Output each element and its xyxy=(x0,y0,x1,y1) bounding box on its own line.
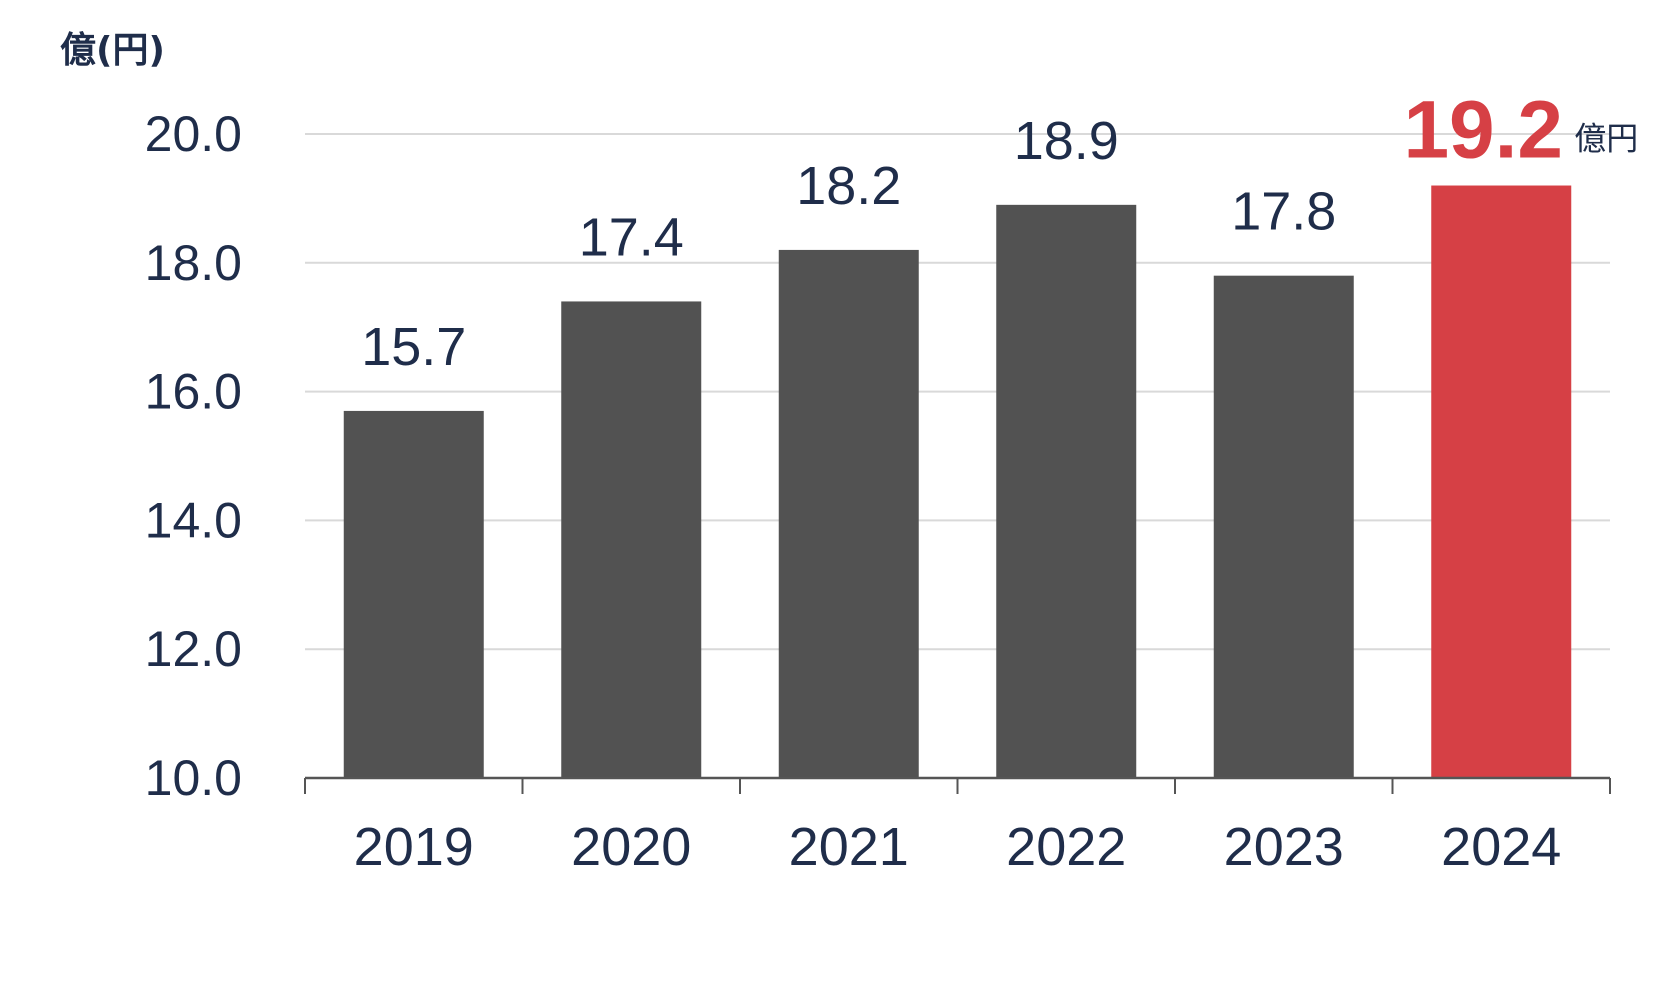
gridlines xyxy=(305,133,1610,651)
data-labels: 15.7 17.4 18.2 18.9 17.8 19.2 億円 xyxy=(361,85,1638,377)
bar-2021 xyxy=(778,249,919,779)
y-tick-label: 18.0 xyxy=(145,235,242,291)
x-category-label: 2021 xyxy=(789,817,909,877)
x-category-label: 2024 xyxy=(1441,817,1561,877)
y-axis-ticks: 10.0 12.0 14.0 16.0 18.0 20.0 xyxy=(145,106,242,806)
y-axis-unit-label: 億(円) xyxy=(60,30,165,71)
data-label-2024: 19.2 xyxy=(1403,85,1563,176)
x-category-label: 2022 xyxy=(1006,817,1126,877)
bar-2019 xyxy=(343,410,484,778)
data-label-unit: 億円 xyxy=(1574,120,1638,158)
x-category-label: 2020 xyxy=(571,817,691,877)
y-tick-label: 16.0 xyxy=(145,364,242,420)
x-category-label: 2023 xyxy=(1224,817,1344,877)
y-tick-label: 10.0 xyxy=(145,750,242,806)
x-axis xyxy=(304,776,1611,794)
y-tick-label: 20.0 xyxy=(145,106,242,162)
y-tick-label: 14.0 xyxy=(145,492,242,548)
bar-2020 xyxy=(561,301,702,778)
x-axis-categories: 2019 2020 2021 2022 2023 2024 xyxy=(354,817,1562,877)
bars xyxy=(343,185,1572,779)
bar-2023 xyxy=(1213,275,1354,778)
x-category-label: 2019 xyxy=(354,817,474,877)
y-tick-label: 12.0 xyxy=(145,621,242,677)
data-label-2021: 18.2 xyxy=(796,156,901,216)
data-label-2023: 17.8 xyxy=(1231,182,1336,242)
bar-2024 xyxy=(1431,185,1572,778)
data-label-2020: 17.4 xyxy=(579,207,684,267)
bar-2022 xyxy=(996,204,1137,779)
data-label-2022: 18.9 xyxy=(1014,111,1119,171)
data-label-2019: 15.7 xyxy=(361,317,466,377)
